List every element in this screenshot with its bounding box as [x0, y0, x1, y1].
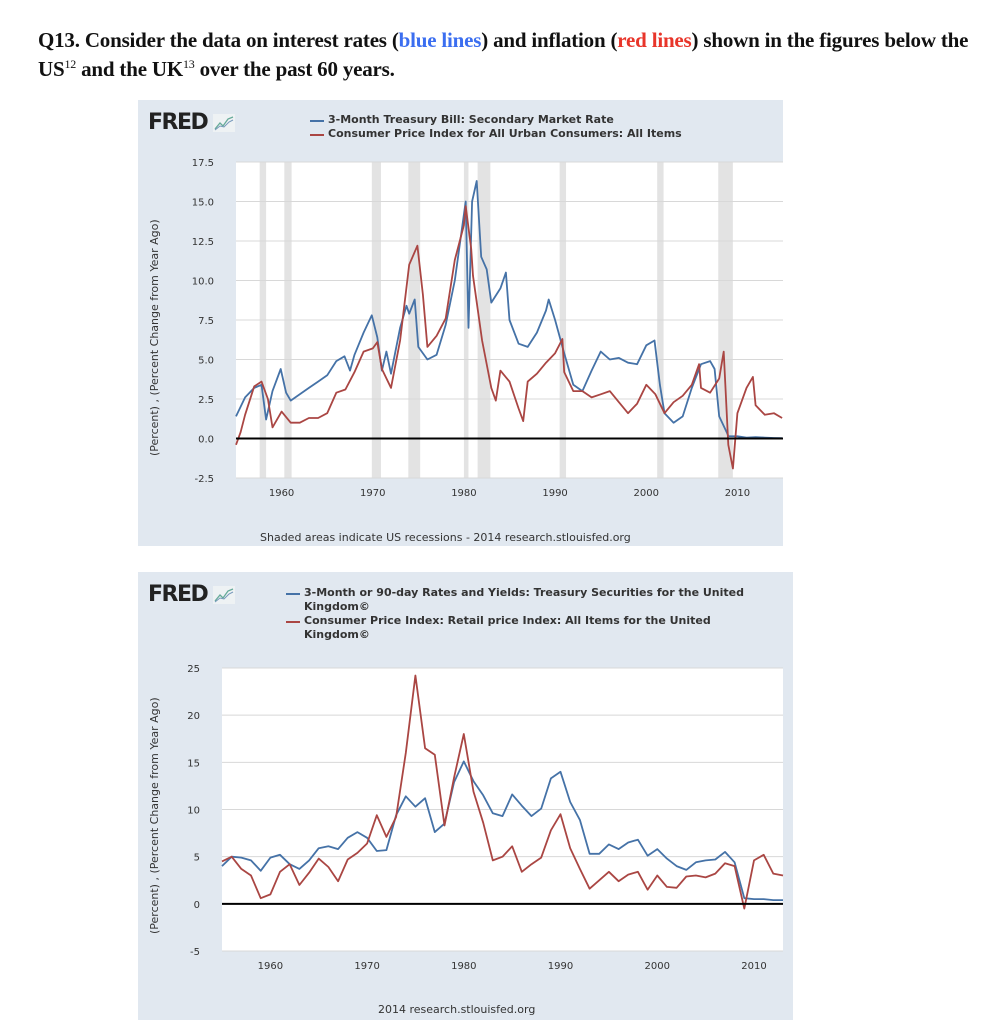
question-text: Q13. Consider the data on interest rates… [38, 28, 978, 81]
y-tick-label: -2.5 [194, 474, 214, 485]
red-lines-label: red lines [617, 28, 692, 52]
question-after: ) shown in the figures below the US [38, 28, 969, 81]
legend-label: Consumer Price Index: Retail price Index… [304, 614, 711, 641]
y-tick-label: 0.0 [198, 435, 214, 446]
chart-logo-icon [213, 585, 236, 604]
y-tick-label: 10.0 [192, 277, 214, 288]
legend-item-cpi: Consumer Price Index for All Urban Consu… [310, 127, 682, 141]
blue-lines-label: blue lines [398, 28, 482, 52]
fred-logo-text: FRED [148, 582, 209, 607]
legend: 3-Month or 90-day Rates and Yields: Trea… [286, 586, 766, 642]
legend-swatch-red [310, 134, 324, 136]
x-tick-label: 1970 [360, 488, 385, 499]
y-tick-label: 10 [187, 806, 200, 817]
x-tick-label: 2000 [645, 961, 670, 972]
fred-logo: FRED [148, 582, 236, 607]
x-tick-label: 1960 [258, 961, 283, 972]
fred-logo: FRED [148, 110, 236, 135]
x-tick-label: 1960 [269, 488, 294, 499]
us-chart-panel: FRED 3-Month Treasury Bill: Secondary Ma… [138, 100, 783, 546]
inflation-line [221, 674, 784, 910]
question-mid: ) and inflation ( [481, 28, 618, 52]
fred-logo-text: FRED [148, 110, 209, 135]
chart-logo-icon [213, 113, 236, 132]
legend-item-tbill: 3-Month Treasury Bill: Secondary Market … [310, 113, 682, 127]
legend-item-uk-rates: 3-Month or 90-day Rates and Yields: Trea… [286, 586, 766, 614]
legend-swatch-blue [310, 120, 324, 122]
legend-label: Consumer Price Index for All Urban Consu… [328, 127, 682, 140]
x-tick-label: 1980 [451, 488, 476, 499]
y-tick-label: 0 [194, 900, 200, 911]
y-tick-label: 7.5 [198, 316, 214, 327]
y-tick-label: -5 [190, 947, 200, 958]
x-tick-label: 1980 [451, 961, 476, 972]
chart-note: Shaded areas indicate US recessions - 20… [260, 531, 631, 544]
y-tick-label: 5.0 [198, 356, 214, 367]
uk-chart-plot: 25 20 15 10 5 0 -5 1960 1970 1980 1990 2000 2010 [187, 664, 784, 972]
us-chart-plot: 17.5 15.0 12.5 10.0 7.5 5.0 2.5 0.0 -2.5 1960 1970… [192, 158, 783, 499]
y-tick-label: 2.5 [198, 395, 214, 406]
footnote-13: 13 [182, 57, 195, 71]
y-tick-label: 25 [187, 664, 200, 675]
chart-note: 2014 research.stlouisfed.org [378, 1003, 536, 1016]
x-tick-label: 1970 [354, 961, 379, 972]
x-tick-label: 1990 [548, 961, 573, 972]
y-tick-label: 15.0 [192, 198, 214, 209]
y-tick-label: 20 [187, 711, 200, 722]
question-end: over the past 60 years. [194, 57, 395, 81]
question-and: and the UK [76, 57, 183, 81]
x-tick-label: 2010 [725, 488, 750, 499]
legend-label: 3-Month or 90-day Rates and Yields: Trea… [304, 586, 744, 613]
x-tick-label: 2000 [634, 488, 659, 499]
legend-label: 3-Month Treasury Bill: Secondary Market … [328, 113, 614, 126]
y-tick-label: 15 [187, 758, 200, 769]
x-tick-label: 1990 [542, 488, 567, 499]
legend: 3-Month Treasury Bill: Secondary Market … [310, 113, 682, 141]
question-prefix: Q13. Consider the data on interest rates… [38, 28, 399, 52]
legend-swatch-blue [286, 593, 300, 595]
uk-chart-panel: FRED 3-Month or 90-day Rates and Yields:… [138, 572, 793, 1020]
inflation-line [235, 205, 783, 470]
interest-rate-line [235, 180, 783, 440]
legend-swatch-red [286, 621, 300, 623]
footnote-12: 12 [64, 57, 77, 71]
x-tick-label: 2010 [741, 961, 766, 972]
y-tick-label: 5 [194, 853, 200, 864]
legend-item-uk-rpi: Consumer Price Index: Retail price Index… [286, 614, 766, 642]
interest-rate-line [221, 760, 783, 902]
y-tick-label: 17.5 [192, 158, 214, 169]
y-tick-label: 12.5 [192, 237, 214, 248]
